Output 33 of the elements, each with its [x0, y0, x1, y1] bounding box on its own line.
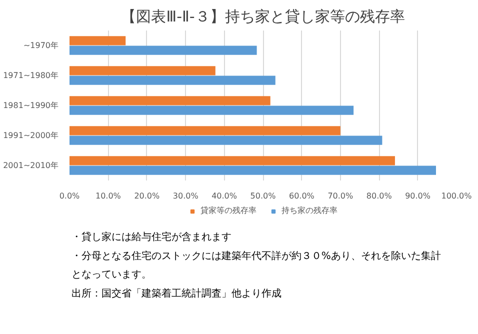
x-tick-label: 50.0%	[250, 192, 276, 200]
text: 出所：国交省「建築着工統計調査」他より作成	[71, 288, 282, 300]
bar	[70, 66, 216, 76]
bar	[70, 76, 276, 85]
legend-label: 持ち家の残存率	[282, 205, 338, 216]
bar	[70, 96, 270, 106]
x-tick-label: 40.0%	[212, 192, 238, 200]
x-tick-label: 70.0%	[328, 192, 354, 200]
text: ・貸し家には給与住宅が含まれます	[71, 230, 232, 243]
x-tick-label: 20.0%	[134, 192, 160, 200]
x-tick-label: 90.0%	[405, 192, 431, 200]
bar	[70, 166, 436, 175]
text: ・分母となる住宅のストックには建築年代不詳が約３０%あり、それを除いた集計	[71, 250, 441, 262]
x-tick-label: 30.0%	[172, 192, 199, 200]
text: となっています。	[71, 270, 152, 281]
x-tick-label: 60.0%	[288, 192, 315, 200]
chart-title: 【図表Ⅲ-Ⅱ-３】持ち家と貸し家等の残存率	[121, 8, 405, 26]
y-tick-label: 1991~2000年	[3, 131, 58, 140]
x-tick-label: 80.0%	[366, 192, 392, 200]
bar	[70, 156, 395, 166]
bar	[70, 126, 340, 136]
x-tick-label: 100.0%	[441, 192, 472, 200]
y-tick-label: 2001~2010年	[3, 161, 58, 170]
x-tick-label: 10.0%	[95, 192, 122, 200]
y-tick-label: 1981~1990年	[3, 101, 58, 110]
x-tick-label: 0.0%	[59, 192, 80, 200]
y-tick-label: ~1970年	[23, 41, 58, 50]
bar	[70, 36, 126, 46]
bar	[70, 136, 382, 145]
bar	[70, 46, 257, 55]
legend-label: 貸家等の残存率	[200, 205, 256, 216]
y-tick-label: 1971~1980年	[3, 71, 58, 80]
bar	[70, 106, 354, 115]
